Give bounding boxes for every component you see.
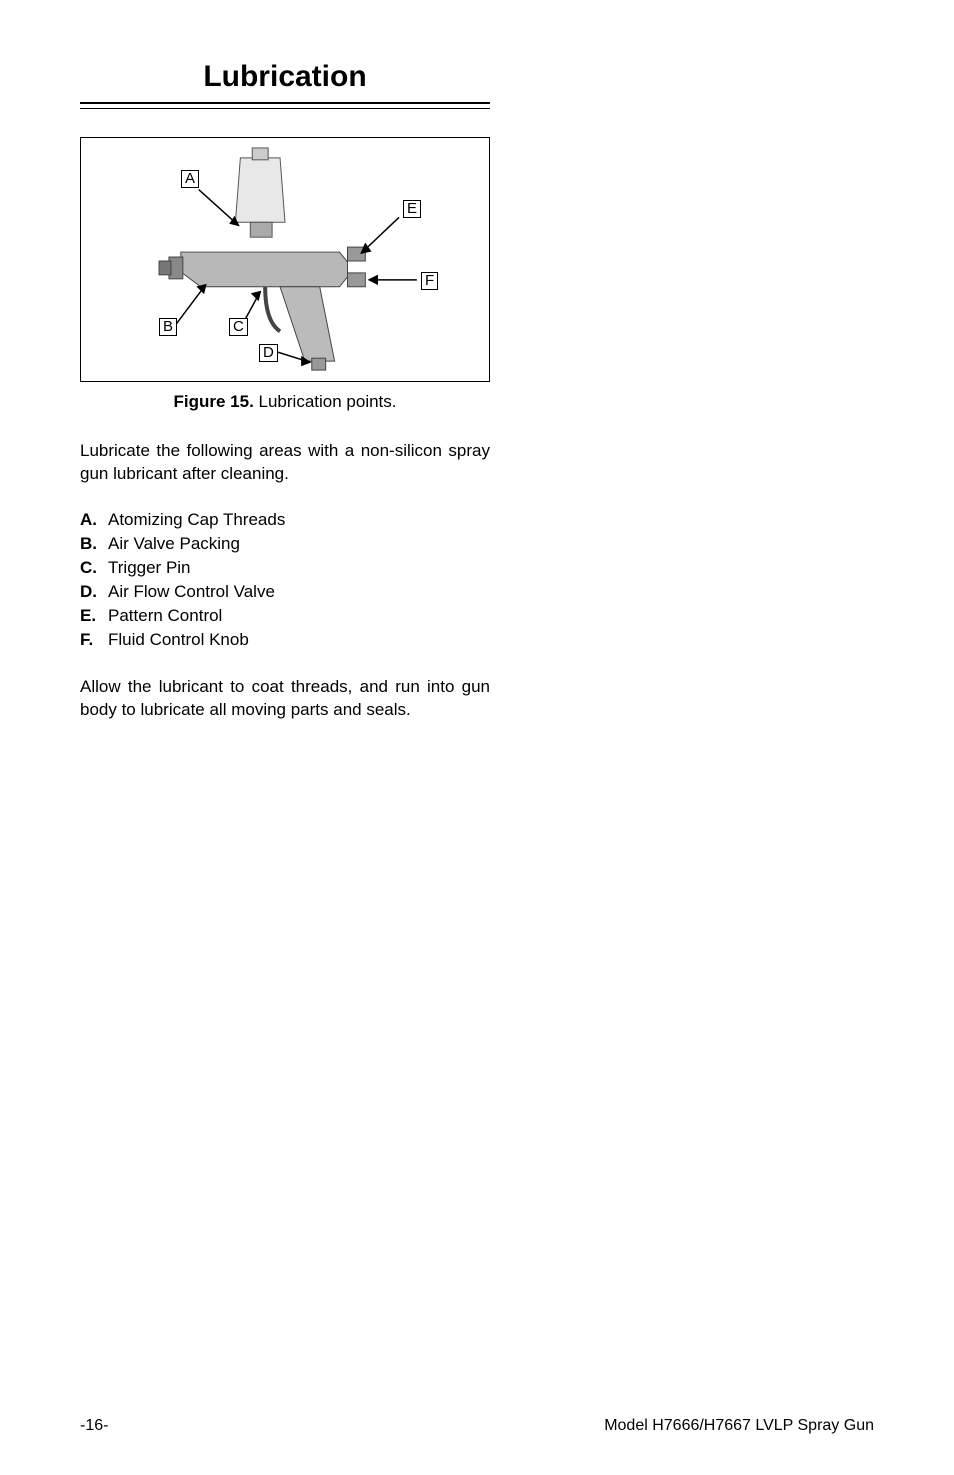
list-item-label: A. bbox=[80, 510, 108, 530]
content-column: Lubrication bbox=[80, 60, 490, 722]
list-item-label: D. bbox=[80, 582, 108, 602]
caption-text: Lubrication points. bbox=[254, 392, 397, 411]
section-title: Lubrication bbox=[80, 60, 490, 94]
list-item: D. Air Flow Control Valve bbox=[80, 582, 490, 602]
list-item: F. Fluid Control Knob bbox=[80, 630, 490, 650]
title-underline-thin bbox=[80, 108, 490, 109]
list-item: A. Atomizing Cap Threads bbox=[80, 510, 490, 530]
list-item: B. Air Valve Packing bbox=[80, 534, 490, 554]
figure-label-c: C bbox=[229, 318, 248, 336]
figure-label-f: F bbox=[421, 272, 438, 290]
footer-page-number: -16- bbox=[80, 1417, 108, 1435]
caption-label: Figure 15. bbox=[173, 392, 253, 411]
figure-label-e: E bbox=[403, 200, 421, 218]
list-item: E. Pattern Control bbox=[80, 606, 490, 626]
list-item-label: F. bbox=[80, 630, 108, 650]
list-item-label: E. bbox=[80, 606, 108, 626]
lubrication-list: A. Atomizing Cap Threads B. Air Valve Pa… bbox=[80, 510, 490, 650]
figure-label-d: D bbox=[259, 344, 278, 362]
list-item: C. Trigger Pin bbox=[80, 558, 490, 578]
figure-caption: Figure 15. Lubrication points. bbox=[80, 392, 490, 412]
figure-diagram: A B C D E F bbox=[80, 137, 490, 382]
list-item-text: Air Valve Packing bbox=[108, 534, 240, 554]
figure-label-b: B bbox=[159, 318, 177, 336]
page-container: Lubrication bbox=[0, 0, 954, 1475]
list-item-text: Fluid Control Knob bbox=[108, 630, 249, 650]
page-footer: -16- Model H7666/H7667 LVLP Spray Gun bbox=[80, 1417, 874, 1435]
list-item-label: B. bbox=[80, 534, 108, 554]
list-item-text: Pattern Control bbox=[108, 606, 222, 626]
list-item-text: Air Flow Control Valve bbox=[108, 582, 275, 602]
figure-label-a: A bbox=[181, 170, 199, 188]
footer-model: Model H7666/H7667 LVLP Spray Gun bbox=[604, 1417, 874, 1435]
title-underline-thick bbox=[80, 102, 490, 104]
list-item-label: C. bbox=[80, 558, 108, 578]
closing-paragraph: Allow the lubricant to coat threads, and… bbox=[80, 676, 490, 722]
list-item-text: Atomizing Cap Threads bbox=[108, 510, 285, 530]
spray-gun-svg bbox=[81, 138, 489, 381]
list-item-text: Trigger Pin bbox=[108, 558, 191, 578]
intro-paragraph: Lubricate the following areas with a non… bbox=[80, 440, 490, 486]
